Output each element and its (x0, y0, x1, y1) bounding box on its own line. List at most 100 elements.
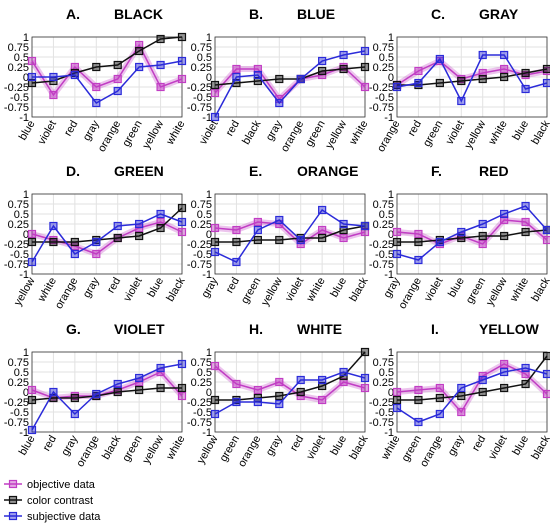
series-marker (394, 389, 401, 396)
x-tick-label: red (62, 119, 80, 139)
x-tick-label: violet (283, 276, 306, 304)
series-marker (415, 419, 422, 426)
series-marker (340, 235, 347, 242)
x-tick-label: black (529, 275, 550, 304)
series-marker (29, 231, 36, 238)
panel-title: BLUE (297, 6, 335, 22)
series-marker (436, 411, 443, 418)
series-marker (394, 84, 401, 91)
x-tick-label: red (406, 119, 424, 139)
series-marker (212, 225, 219, 232)
series-marker (71, 72, 78, 79)
x-tick-label: green (421, 119, 445, 149)
x-tick-label: yellow (484, 275, 510, 308)
x-tick-label: violet (36, 119, 59, 147)
series-marker (114, 76, 121, 83)
y-tick-label: 1 (23, 347, 29, 359)
y-tick-label: 1 (23, 32, 29, 44)
series-marker (29, 58, 36, 65)
series-marker (415, 80, 422, 87)
series-marker (362, 64, 369, 71)
series-marker (136, 221, 143, 228)
series-marker (544, 391, 550, 398)
series-marker (340, 369, 347, 376)
series-marker (297, 389, 304, 396)
series-marker (340, 66, 347, 73)
legend-label: subjective data (27, 511, 101, 523)
series-marker (179, 34, 186, 41)
series-marker (501, 211, 508, 218)
panel-label: H. (249, 321, 263, 337)
y-tick-label: 1 (206, 189, 212, 201)
panel-title: GREEN (114, 163, 164, 179)
y-tick-label: 1 (206, 347, 212, 359)
series-marker (136, 64, 143, 71)
panel-label: E. (249, 163, 262, 179)
panel-label: B. (249, 6, 263, 22)
series-marker (394, 251, 401, 258)
series-marker (254, 399, 261, 406)
series-marker (479, 241, 486, 248)
series-marker (50, 92, 57, 99)
x-tick-label: red (41, 434, 59, 454)
series-marker (114, 223, 121, 230)
x-tick-label: violet (122, 276, 145, 304)
series-marker (501, 233, 508, 240)
series-marker (212, 239, 219, 246)
series-marker (362, 385, 369, 392)
series-marker (233, 239, 240, 246)
series-marker (29, 397, 36, 404)
series-marker (544, 66, 550, 73)
series-marker (458, 78, 465, 85)
series-marker (362, 48, 369, 55)
series-marker (436, 80, 443, 87)
series-marker (276, 76, 283, 83)
x-tick-label: red (105, 276, 123, 296)
series-marker (71, 251, 78, 258)
series-marker (50, 389, 57, 396)
series-marker (93, 391, 100, 398)
series-marker (297, 377, 304, 384)
series-marker (233, 74, 240, 81)
series-marker (136, 233, 143, 240)
series-marker (233, 227, 240, 234)
x-tick-label: gray (446, 433, 467, 458)
series-marker (501, 74, 508, 81)
series-marker (276, 237, 283, 244)
series-marker (157, 62, 164, 69)
series-marker (136, 48, 143, 55)
series-marker (458, 409, 465, 416)
y-tick-label: 1 (388, 32, 394, 44)
series-marker (93, 251, 100, 258)
series-marker (340, 221, 347, 228)
series-marker (319, 68, 326, 75)
series-marker (179, 76, 186, 83)
series-marker (179, 229, 186, 236)
series-marker (394, 405, 401, 412)
x-tick-label: black (347, 275, 370, 304)
series-marker (212, 397, 219, 404)
series-marker (501, 52, 508, 59)
series-marker (212, 363, 219, 370)
y-tick-label: 1 (206, 32, 212, 44)
panel-label: I. (431, 321, 439, 337)
series-marker (458, 229, 465, 236)
series-marker (297, 237, 304, 244)
series-marker (522, 203, 529, 210)
series-marker (114, 88, 121, 95)
series-marker (362, 223, 369, 230)
series-marker (479, 233, 486, 240)
series-marker (71, 395, 78, 402)
x-tick-label: white (347, 119, 371, 148)
y-tick-label: 1 (388, 189, 394, 201)
x-tick-label: red (224, 276, 242, 296)
panel-label: F. (431, 163, 442, 179)
series-marker (93, 100, 100, 107)
series-marker (501, 385, 508, 392)
y-tick-label: 1 (388, 347, 394, 359)
series-marker (394, 229, 401, 236)
